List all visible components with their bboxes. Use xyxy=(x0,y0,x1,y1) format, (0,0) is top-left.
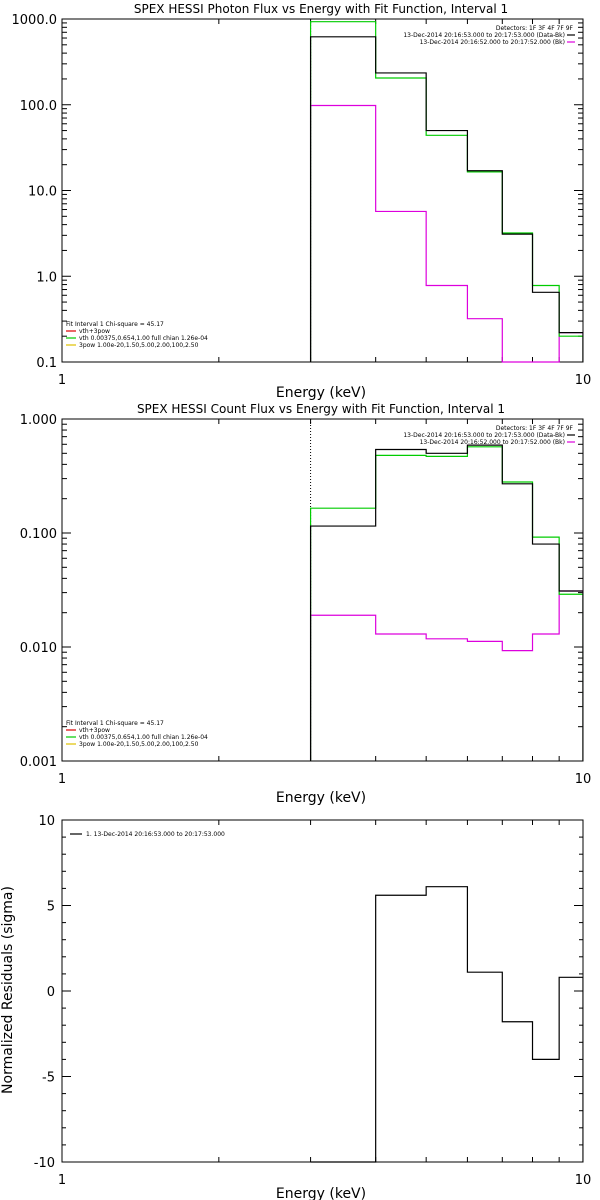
count-flux-legend-left-text: Fit Interval 1 Chi-square = 45.17 xyxy=(66,720,164,727)
count-flux-title: SPEX HESSI Count Flux vs Energy with Fit… xyxy=(137,402,505,416)
residuals-y-tick-label: 5 xyxy=(47,900,55,915)
count-flux-series-background xyxy=(309,590,583,761)
residuals-y-tick-label: -10 xyxy=(34,1156,55,1171)
photon-flux-x-axis-label: Energy (keV) xyxy=(276,385,366,401)
count-flux-x-axis-label: Energy (keV) xyxy=(276,790,366,806)
residuals-plot-frame xyxy=(61,819,584,1163)
count-flux-x-tick-label: 1 xyxy=(58,772,66,787)
count-flux-y-tick-label: 0.010 xyxy=(20,641,57,656)
count-flux-legend-right-text: 13-Dec-2014 20:16:52.000 to 20:17:52.000… xyxy=(420,439,565,446)
photon-flux-x-tick-label: 1 xyxy=(58,373,66,388)
residuals-x-tick-label: 10 xyxy=(575,1173,592,1188)
residuals-series-residuals xyxy=(310,886,583,1163)
count-flux-plot-frame xyxy=(61,418,584,762)
count-flux-legend-left-text: vth+3pow xyxy=(79,727,110,734)
photon-flux-y-tick-label: 0.1 xyxy=(36,356,57,371)
count-flux-series-model xyxy=(309,446,583,761)
photon-flux-title: SPEX HESSI Photon Flux vs Energy with Fi… xyxy=(134,2,508,16)
photon-flux-y-tick-label: 100.0 xyxy=(20,99,57,114)
residuals-y-tick-label: 10 xyxy=(38,814,55,829)
count-flux-y-tick-label: 1.000 xyxy=(20,413,57,428)
photon-flux-plot-frame xyxy=(61,18,584,363)
photon-flux-y-tick-label: 1.0 xyxy=(36,270,57,285)
photon-flux-series-background xyxy=(309,104,583,363)
count-flux-legend-right-text: Detectors: 1F 3F 4F 7F 9F xyxy=(496,425,574,432)
photon-flux-legend-left-text: Fit Interval 1 Chi-square = 45.17 xyxy=(66,321,164,328)
photon-flux-y-tick-label: 1000.0 xyxy=(12,13,58,28)
photon-flux-legend-left-text: vth 0.00375,0.654,1.00 full chian 1.26e-… xyxy=(79,335,208,342)
photon-flux-x-tick-label: 10 xyxy=(575,373,592,388)
photon-flux-series-model xyxy=(309,21,583,362)
photon-flux-legend-left-text: 3pow 1.00e-20,1.50,5.00,2.00,100,2.50 xyxy=(79,342,199,349)
count-flux-series-data xyxy=(309,444,583,761)
residuals-y-tick-label: -5 xyxy=(42,1071,55,1086)
photon-flux-series-data xyxy=(309,36,583,362)
photon-flux-y-tick-label: 10.0 xyxy=(28,185,57,200)
residuals-x-axis-label: Energy (keV) xyxy=(276,1186,366,1200)
count-flux-panel: SPEX HESSI Count Flux vs Energy with Fit… xyxy=(20,402,591,806)
count-flux-legend-right-text: 13-Dec-2014 20:16:53.000 to 20:17:53.000… xyxy=(403,432,565,439)
residuals-legend-left-text: 1. 13-Dec-2014 20:16:53.000 to 20:17:53.… xyxy=(86,831,225,838)
residuals-x-tick-label: 1 xyxy=(58,1173,66,1188)
count-flux-y-tick-label: 0.001 xyxy=(20,755,57,770)
photon-flux-legend-right-text: 13-Dec-2014 20:16:52.000 to 20:17:52.000… xyxy=(420,39,565,46)
residuals-panel: Energy (keV) Normalized Residuals (sigma… xyxy=(0,814,591,1200)
photon-flux-legend-left-text: vth+3pow xyxy=(79,328,110,335)
count-flux-y-tick-label: 0.100 xyxy=(20,527,57,542)
photon-flux-legend-right-text: Detectors: 1F 3F 4F 7F 9F xyxy=(496,25,574,32)
photon-flux-legend-right-text: 13-Dec-2014 20:16:53.000 to 20:17:53.000… xyxy=(403,32,565,39)
count-flux-legend-left-text: 3pow 1.00e-20,1.50,5.00,2.00,100,2.50 xyxy=(79,741,199,748)
photon-flux-panel: SPEX HESSI Photon Flux vs Energy with Fi… xyxy=(12,2,592,401)
residuals-y-axis-label: Normalized Residuals (sigma) xyxy=(0,886,16,1094)
count-flux-x-tick-label: 10 xyxy=(575,772,592,787)
residuals-y-tick-label: 0 xyxy=(47,985,55,1000)
count-flux-legend-left-text: vth 0.00375,0.654,1.00 full chian 1.26e-… xyxy=(79,734,208,741)
